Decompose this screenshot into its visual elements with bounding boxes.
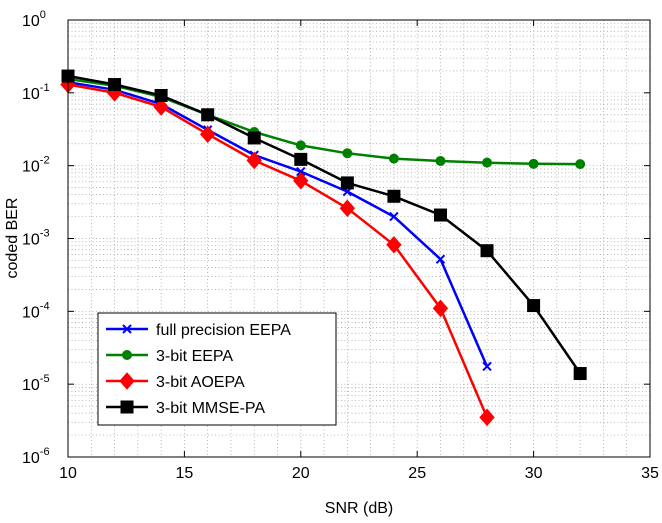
data-point: [296, 166, 306, 177]
data-point: [201, 108, 215, 122]
data-point: [108, 78, 122, 92]
data-point: [339, 199, 356, 218]
x-tick-label: 20: [292, 465, 310, 482]
legend-swatch-marker: [122, 350, 132, 360]
data-point: [153, 98, 169, 116]
y-tick-label: 10-1: [22, 82, 50, 103]
data-point: [435, 155, 446, 166]
data-point: [340, 176, 354, 190]
legend-swatch-marker: [120, 400, 134, 414]
data-point: [527, 299, 541, 313]
series-line: [67, 77, 581, 166]
x-axis-label: SNR (dB): [325, 500, 393, 517]
data-point: [293, 172, 309, 190]
y-tick-label: 10-5: [22, 373, 50, 394]
data-point: [154, 88, 168, 102]
legend: full precision EEPA 3-bit EEPA 3-bit AOEPA…: [97, 312, 337, 426]
series-2: [60, 75, 495, 427]
data-point: [246, 151, 262, 170]
data-point: [479, 408, 495, 427]
x-tick-label: 25: [408, 465, 426, 482]
series-line: [67, 83, 489, 418]
legend-label: 3-bit MMSE-PA: [156, 400, 265, 417]
legend-entry: full precision EEPA: [106, 322, 291, 339]
data-point: [387, 189, 401, 203]
series-layer: [60, 69, 587, 427]
data-point: [200, 125, 216, 144]
data-point: [389, 211, 399, 222]
ticks: [67, 19, 651, 458]
y-tick-label: 10-4: [22, 300, 50, 321]
legend-entry: 3-bit AOEPA: [106, 372, 245, 391]
data-point: [294, 152, 308, 166]
series-line: [67, 80, 489, 367]
data-point: [388, 153, 399, 164]
x-tick-label: 35: [641, 465, 659, 482]
y-tick-label: 10-2: [22, 155, 50, 176]
series-line: [67, 74, 582, 375]
data-point: [342, 148, 353, 159]
legend-swatch-marker: [119, 372, 135, 390]
y-tick-label: 10-3: [22, 228, 50, 249]
legend-label: 3-bit EEPA: [156, 348, 233, 365]
x-tick-label: 10: [59, 465, 77, 482]
data-point: [573, 367, 587, 381]
legend-entry: 3-bit EEPA: [106, 348, 233, 365]
legend-label: 3-bit AOEPA: [156, 374, 245, 391]
data-point: [480, 244, 494, 258]
data-point: [575, 159, 586, 170]
data-point: [247, 131, 261, 145]
data-point: [432, 299, 449, 318]
x-tick-labels: 10 15 20 25 30 35: [59, 465, 659, 482]
legend-swatch-marker: [122, 324, 132, 334]
data-point: [295, 140, 306, 151]
grid-lines: [67, 20, 651, 457]
data-point: [482, 361, 492, 372]
data-point: [528, 158, 539, 169]
data-point: [482, 157, 493, 168]
x-tick-label: 15: [176, 465, 194, 482]
y-tick-label: 100: [22, 9, 46, 30]
data-point: [433, 208, 447, 222]
y-tick-labels: 100 10-1 10-2 10-3 10-4 10-5 10-6: [22, 9, 50, 467]
y-axis-label: coded BER: [4, 198, 21, 279]
legend-label: full precision EEPA: [156, 322, 291, 339]
x-tick-label: 30: [525, 465, 543, 482]
data-point: [435, 254, 446, 264]
series-3: [61, 69, 587, 381]
data-point: [386, 236, 402, 254]
y-tick-label: 10-6: [22, 446, 50, 467]
legend-entry: 3-bit MMSE-PA: [106, 400, 265, 417]
